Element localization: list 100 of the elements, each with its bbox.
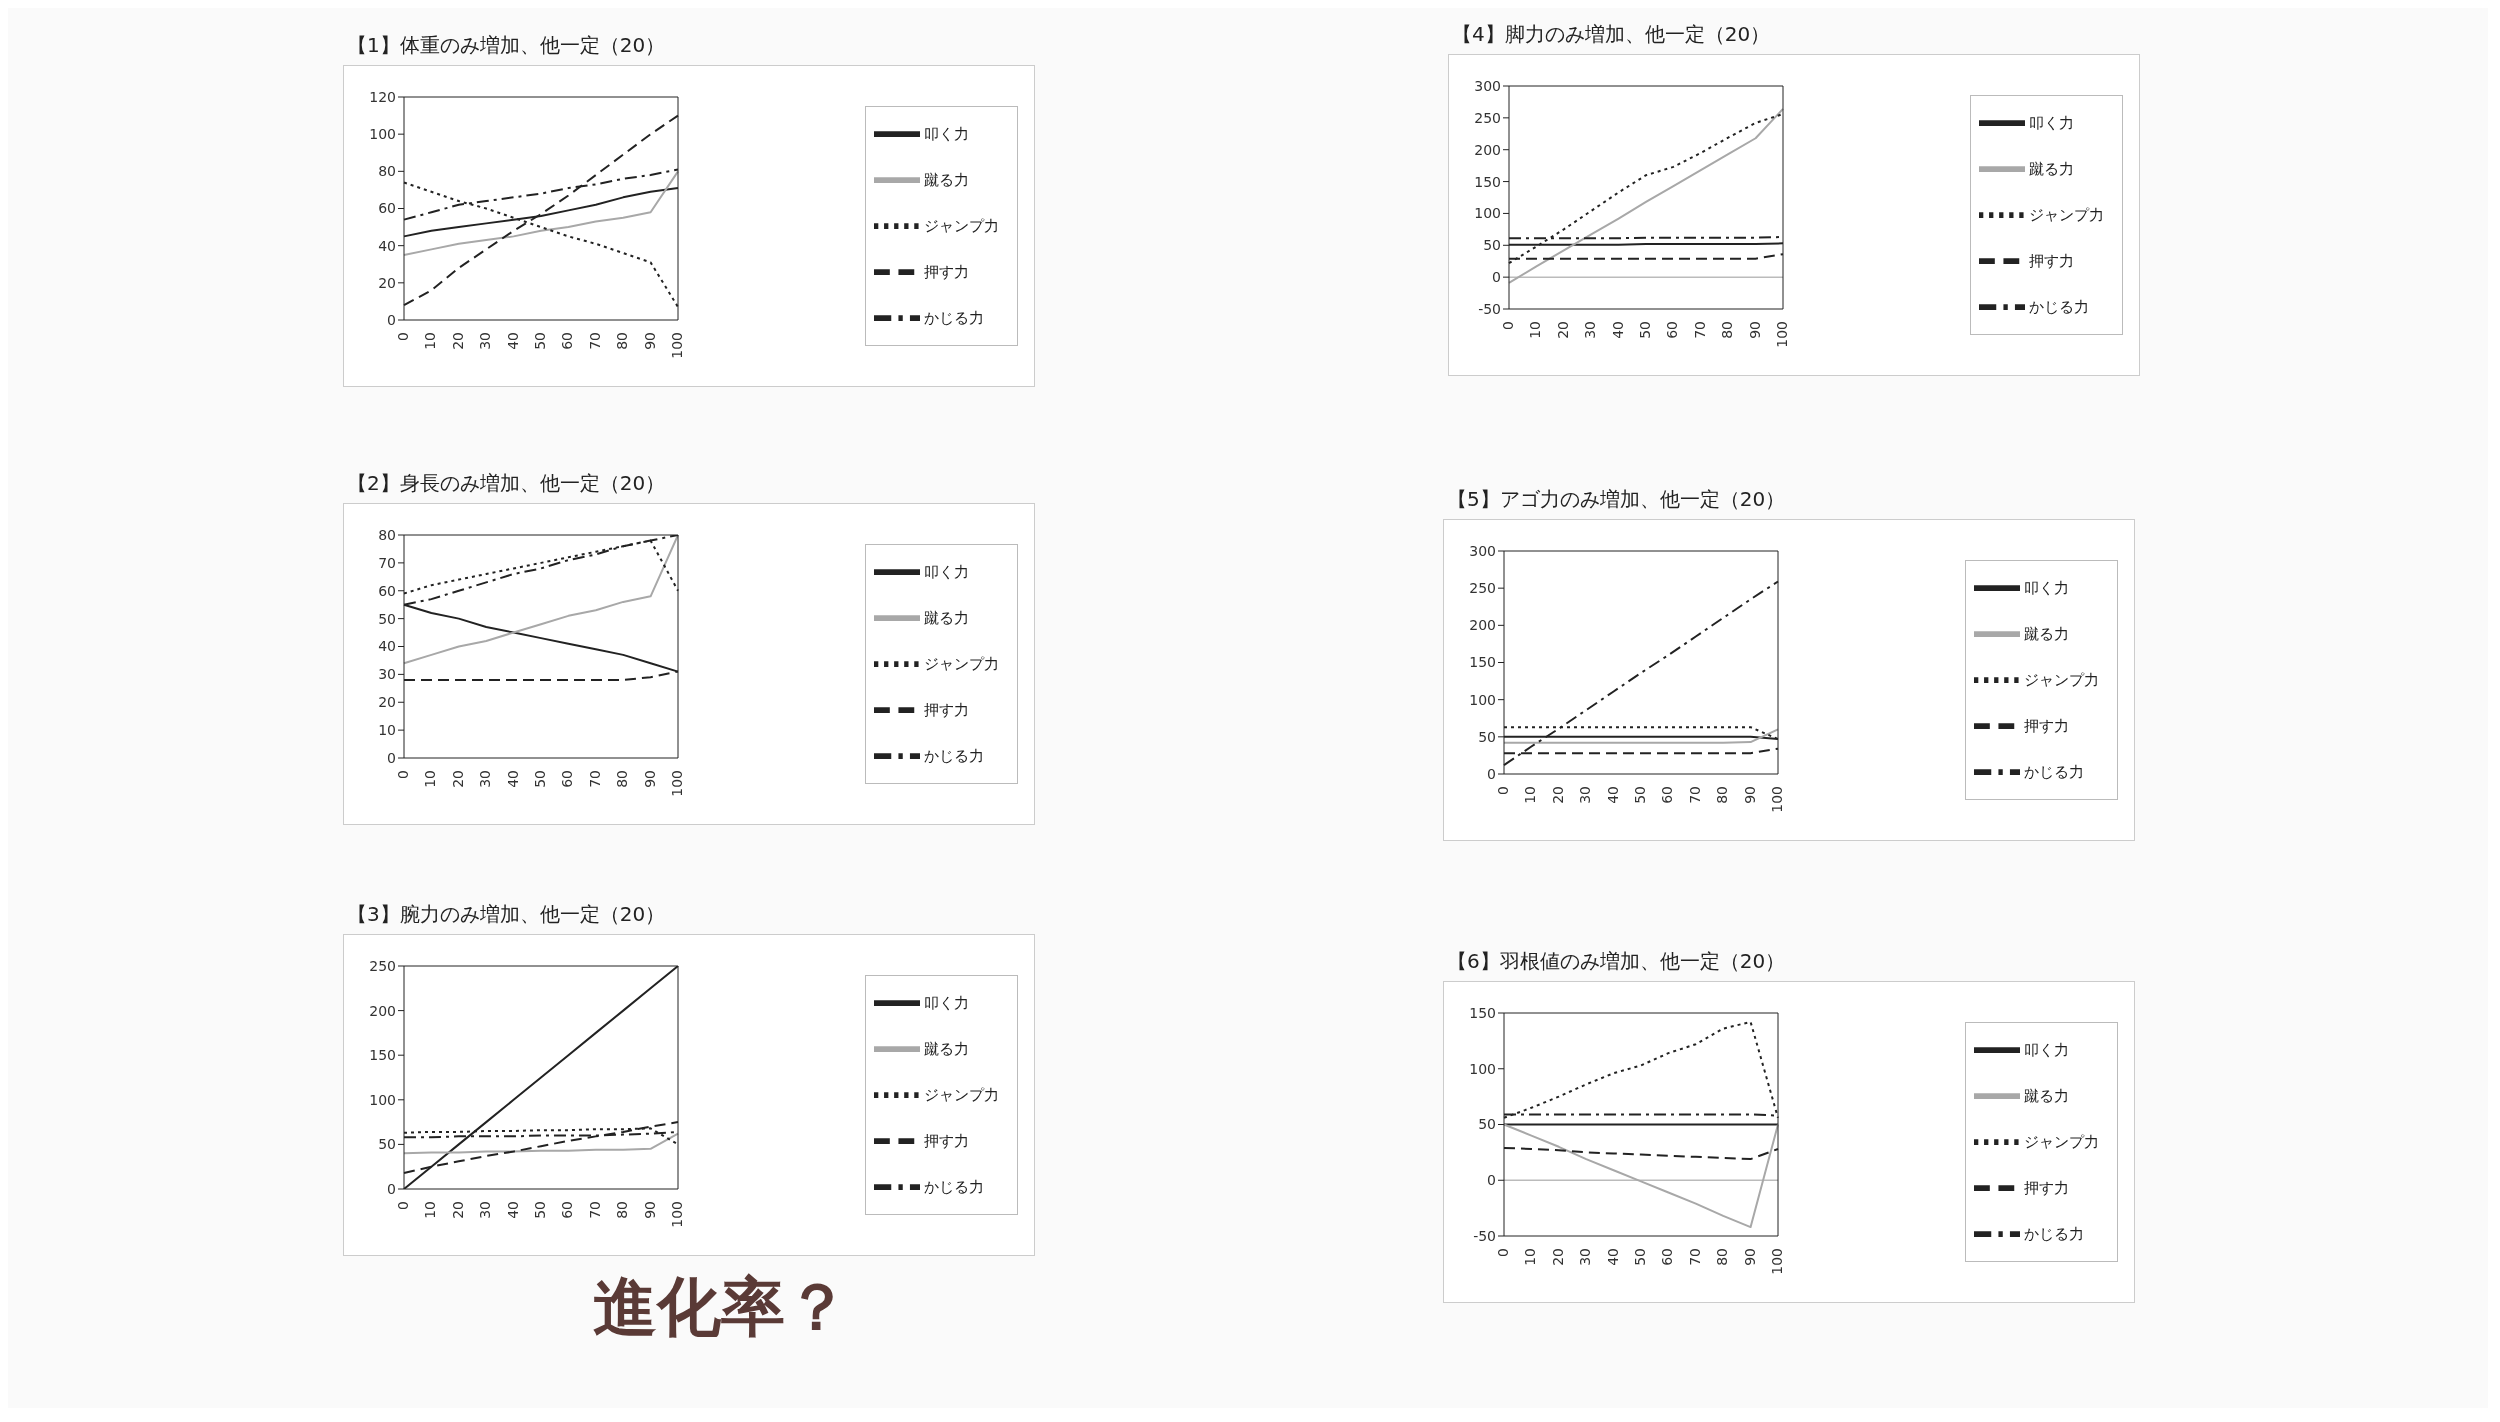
- x-tick-label: 70: [586, 332, 603, 350]
- legend-label: ジャンプ力: [924, 216, 999, 235]
- x-tick-label: 70: [586, 770, 603, 788]
- chart-title: 【5】アゴ力のみ増加、他一定（20）: [1446, 486, 1787, 513]
- legend-label: かじる力: [2029, 297, 2089, 316]
- x-tick-label: 90: [1741, 1248, 1758, 1266]
- legend-label: かじる力: [924, 1177, 984, 1196]
- legend-label: 叩く力: [924, 993, 969, 1012]
- legend-label: 押す力: [924, 1131, 969, 1150]
- legend-label: 押す力: [2024, 716, 2069, 735]
- y-tick-label: 150: [1474, 173, 1501, 190]
- legend-label: 蹴る力: [2024, 624, 2069, 643]
- y-tick-label: 200: [1474, 141, 1501, 158]
- x-tick-label: 30: [1577, 1248, 1594, 1266]
- y-tick-label: 200: [1469, 617, 1496, 634]
- y-tick-label: 100: [1469, 1060, 1496, 1077]
- y-tick-label: 250: [1474, 109, 1501, 126]
- legend-label: 叩く力: [2024, 1040, 2069, 1059]
- x-tick-label: 40: [1609, 321, 1626, 339]
- x-tick-label: 60: [559, 1201, 576, 1219]
- y-tick-label: 80: [378, 526, 396, 543]
- x-tick-label: 50: [531, 332, 548, 350]
- x-tick-label: 0: [1494, 1248, 1511, 1257]
- x-tick-label: 90: [1741, 786, 1758, 804]
- legend-label: 叩く力: [2024, 578, 2069, 597]
- x-tick-label: 70: [1686, 1248, 1703, 1266]
- y-tick-label: 30: [378, 666, 396, 683]
- x-tick-label: 60: [1664, 321, 1681, 339]
- legend-label: 蹴る力: [924, 170, 969, 189]
- chart-title: 【3】腕力のみ増加、他一定（20）: [346, 901, 667, 928]
- legend-label: 叩く力: [924, 562, 969, 581]
- legend-label: ジャンプ力: [2024, 1132, 2099, 1151]
- x-tick-label: 10: [1527, 321, 1544, 339]
- x-tick-label: 50: [1631, 1248, 1648, 1266]
- legend-label: 叩く力: [2029, 113, 2074, 132]
- x-tick-label: 20: [1549, 786, 1566, 804]
- x-tick-label: 40: [504, 332, 521, 350]
- y-tick-label: 50: [378, 1136, 396, 1153]
- x-tick-label: 60: [559, 332, 576, 350]
- x-tick-label: 50: [1631, 786, 1648, 804]
- x-tick-label: 90: [641, 770, 658, 788]
- x-tick-label: 0: [1499, 321, 1516, 330]
- legend-label: かじる力: [924, 308, 984, 327]
- x-tick-label: 30: [1582, 321, 1599, 339]
- x-tick-label: 80: [614, 1201, 631, 1219]
- x-tick-label: 90: [1746, 321, 1763, 339]
- x-tick-label: 10: [1522, 1248, 1539, 1266]
- y-tick-label: 40: [378, 638, 396, 655]
- legend-label: 押す力: [2024, 1178, 2069, 1197]
- x-tick-label: 100: [1768, 786, 1785, 813]
- chart-title: 【2】身長のみ増加、他一定（20）: [346, 470, 667, 497]
- x-tick-label: 70: [1691, 321, 1708, 339]
- legend-label: 叩く力: [924, 124, 969, 143]
- legend-label: 押す力: [924, 700, 969, 719]
- y-tick-label: 50: [1478, 728, 1496, 745]
- y-tick-label: 100: [369, 126, 396, 143]
- x-tick-label: 60: [1659, 1248, 1676, 1266]
- x-tick-label: 20: [1549, 1248, 1566, 1266]
- x-tick-label: 50: [531, 1201, 548, 1219]
- legend-label: かじる力: [924, 746, 984, 765]
- y-tick-label: 80: [378, 163, 396, 180]
- y-tick-label: -50: [1473, 1227, 1496, 1244]
- x-tick-label: 20: [449, 1201, 466, 1219]
- x-tick-label: 10: [422, 770, 439, 788]
- y-tick-label: 250: [369, 957, 396, 974]
- x-tick-label: 80: [1714, 1248, 1731, 1266]
- x-tick-label: 80: [1719, 321, 1736, 339]
- legend-label: ジャンプ力: [924, 1085, 999, 1104]
- y-tick-label: 70: [378, 554, 396, 571]
- x-tick-label: 70: [586, 1201, 603, 1219]
- x-tick-label: 0: [394, 1201, 411, 1210]
- legend-label: 押す力: [2029, 251, 2074, 270]
- y-tick-label: 60: [378, 582, 396, 599]
- legend-label: 蹴る力: [2024, 1086, 2069, 1105]
- x-tick-label: 40: [504, 770, 521, 788]
- legend-label: 蹴る力: [2029, 159, 2074, 178]
- x-tick-label: 40: [504, 1201, 521, 1219]
- y-tick-label: 10: [378, 722, 396, 739]
- y-tick-label: 20: [378, 274, 396, 291]
- y-tick-label: 150: [1469, 1004, 1496, 1021]
- x-tick-label: 60: [559, 770, 576, 788]
- y-tick-label: 120: [369, 88, 396, 105]
- x-tick-label: 100: [668, 332, 685, 359]
- chart-title: 【6】羽根値のみ増加、他一定（20）: [1446, 948, 1787, 975]
- chart-title: 【1】体重のみ増加、他一定（20）: [346, 32, 667, 59]
- y-tick-label: 0: [387, 1180, 396, 1197]
- x-tick-label: 0: [394, 332, 411, 341]
- x-tick-label: 80: [614, 770, 631, 788]
- chart-title: 【4】脚力のみ増加、他一定（20）: [1451, 21, 1772, 48]
- x-tick-label: 50: [531, 770, 548, 788]
- y-tick-label: 0: [387, 749, 396, 766]
- y-tick-label: 300: [1469, 542, 1496, 559]
- x-tick-label: 90: [641, 332, 658, 350]
- y-tick-label: 150: [1469, 654, 1496, 671]
- x-tick-label: 40: [1604, 786, 1621, 804]
- y-tick-label: 50: [1478, 1116, 1496, 1133]
- y-tick-label: 60: [378, 200, 396, 217]
- x-tick-label: 60: [1659, 786, 1676, 804]
- legend-label: ジャンプ力: [924, 654, 999, 673]
- x-tick-label: 10: [422, 1201, 439, 1219]
